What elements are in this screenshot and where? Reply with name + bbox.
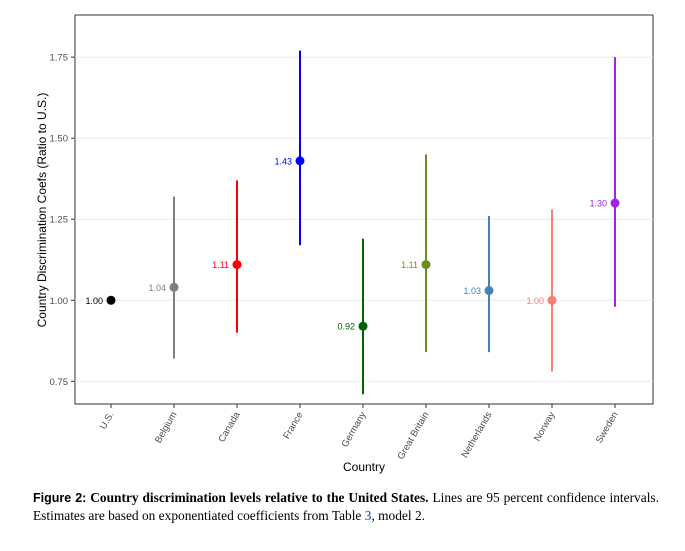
estimate-point — [169, 282, 179, 292]
estimate-point — [106, 295, 116, 305]
figure-caption: Figure 2: Country discrimination levels … — [33, 489, 659, 524]
point-value-label: 0.92 — [337, 322, 355, 332]
table-reference-link[interactable]: 3 — [364, 508, 372, 523]
estimate-point — [358, 321, 368, 331]
x-tick-label: Great Britain — [395, 410, 431, 462]
data-marks: 1.00 1.04 1.11 1.43 0.92 1.11 1.03 1.00 1.30 — [85, 50, 620, 395]
estimate-point — [232, 260, 242, 270]
y-tick-label: 1.25 — [50, 215, 69, 226]
y-axis: 0.75 1.00 1.25 1.50 1.75 — [50, 53, 75, 388]
caption-text: Lines are 95 percent confidence interval… — [33, 490, 659, 523]
caption-text-end: , model 2. — [371, 508, 425, 523]
y-tick-label: 1.50 — [50, 134, 69, 145]
chart: 0.75 1.00 1.25 1.50 1.75 U.S. Belgium Canada Fr… — [35, 14, 654, 474]
y-tick-label: 1.00 — [50, 296, 69, 307]
estimate-point — [484, 286, 494, 296]
estimate-point — [295, 156, 305, 166]
x-tick-label: Germany — [340, 410, 369, 450]
point-value-label: 1.11 — [401, 260, 418, 270]
x-tick-label: Belgium — [153, 410, 180, 445]
point-value-label: 1.30 — [589, 199, 607, 209]
point-value-label: 1.43 — [274, 156, 292, 166]
y-tick-label: 0.75 — [50, 377, 69, 388]
y-axis-title: Country Discrimination Coefs (Ratio to U… — [35, 93, 49, 328]
caption-label: Figure 2: — [33, 491, 87, 505]
x-axis: U.S. Belgium Canada France Germany Great Brit… — [98, 404, 621, 462]
estimate-point — [610, 198, 620, 208]
x-tick-label: Sweden — [594, 410, 621, 445]
point-value-label: 1.00 — [85, 296, 103, 306]
x-tick-label: Norway — [532, 410, 558, 444]
point-value-label: 1.00 — [526, 296, 544, 306]
estimate-point — [547, 295, 557, 305]
point-value-label: 1.03 — [463, 286, 481, 296]
x-tick-label: U.S. — [98, 410, 117, 432]
x-tick-label: Netherlands — [459, 410, 494, 460]
caption-title: Country discrimination levels relative t… — [90, 490, 429, 505]
x-axis-title: Country — [343, 460, 385, 474]
x-tick-label: Canada — [216, 409, 243, 444]
point-value-label: 1.04 — [148, 283, 166, 293]
estimate-point — [421, 260, 431, 270]
point-value-label: 1.11 — [212, 260, 229, 270]
x-tick-label: France — [281, 410, 305, 441]
y-tick-label: 1.75 — [50, 53, 69, 64]
